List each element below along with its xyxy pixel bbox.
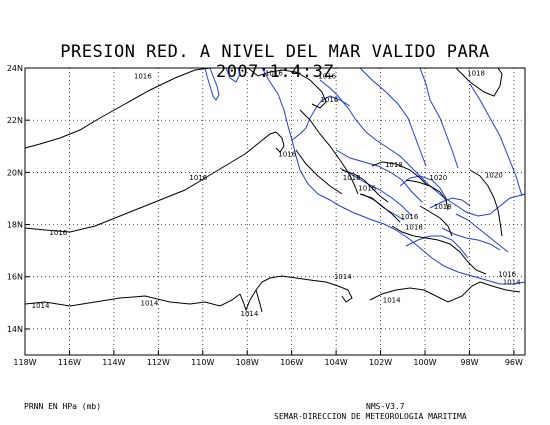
isobar-label: 1014 <box>383 297 401 305</box>
isobar-label: 1018 <box>434 203 452 211</box>
lat-tick-label: 24N <box>7 64 23 73</box>
lon-tick-label: 98W <box>460 358 478 367</box>
lon-tick-label: 100W <box>413 358 436 367</box>
isobar-label: 1018 <box>405 224 423 232</box>
isobar-label: 1018 <box>467 70 485 78</box>
lon-tick-label: 118W <box>13 358 36 367</box>
isobar-label: 1014 <box>334 273 352 281</box>
lat-tick-label: 16N <box>7 273 23 282</box>
isobar-label: 1016 <box>358 185 376 193</box>
lon-tick-label: 110W <box>191 358 214 367</box>
lat-tick-label: 18N <box>7 221 23 230</box>
isobar-label: 1014 <box>32 302 50 310</box>
isobar-label: 1016 <box>318 72 336 80</box>
isobars <box>24 67 521 313</box>
latitude-axis: 14N 16N 18N 20N 22N 24N <box>7 64 30 334</box>
isobar-label: 1016 <box>134 72 152 80</box>
isobar-label: 1016 <box>278 151 296 159</box>
isobar-label: 1016 <box>265 70 283 78</box>
isobar-label: 1016 <box>49 229 67 237</box>
lon-tick-label: 96W <box>505 358 523 367</box>
lat-lon-grid <box>25 68 525 355</box>
map-frame <box>24 67 526 356</box>
lon-tick-label: 108W <box>236 358 259 367</box>
lon-tick-label: 102W <box>369 358 392 367</box>
isobar-label: 1016 <box>401 213 419 221</box>
isobar-label: 1020 <box>429 174 447 182</box>
isobar-label: 1018 <box>343 174 361 182</box>
longitude-axis: 118W 116W 114W 112W 110W 108W 106W 104W 102W 100W… <box>13 350 523 367</box>
lon-tick-label: 116W <box>58 358 81 367</box>
lat-tick-label: 22N <box>7 116 23 125</box>
units-note: PRNN EN HPa (mb) <box>24 402 102 411</box>
isobar-label: 1020 <box>485 171 503 179</box>
isobar-labels: 1016 1016 1016 1016 1018 1016 1016 1016 1018 1016… <box>32 70 521 318</box>
lon-tick-label: 112W <box>147 358 170 367</box>
lat-tick-label: 14N <box>7 325 23 334</box>
lon-tick-label: 104W <box>325 358 348 367</box>
lon-tick-label: 106W <box>280 358 303 367</box>
isobar-label: 1014 <box>241 310 259 318</box>
isobar-label: 1016 <box>321 96 339 104</box>
coastline-borders <box>204 67 526 285</box>
isobar-label: 1014 <box>141 299 159 307</box>
isobar-label: 1016 <box>498 271 516 279</box>
lat-tick-label: 20N <box>7 168 23 177</box>
isobar-label: 1018 <box>385 161 403 169</box>
lon-tick-label: 114W <box>102 358 125 367</box>
isobar-label: 1014 <box>503 278 521 286</box>
isobar-label: 1016 <box>189 174 207 182</box>
organization-label: SEMAR-DIRECCION DE METEOROLOGIA MARITIMA <box>274 412 467 421</box>
version-label: NMS-V3.7 <box>366 402 405 411</box>
